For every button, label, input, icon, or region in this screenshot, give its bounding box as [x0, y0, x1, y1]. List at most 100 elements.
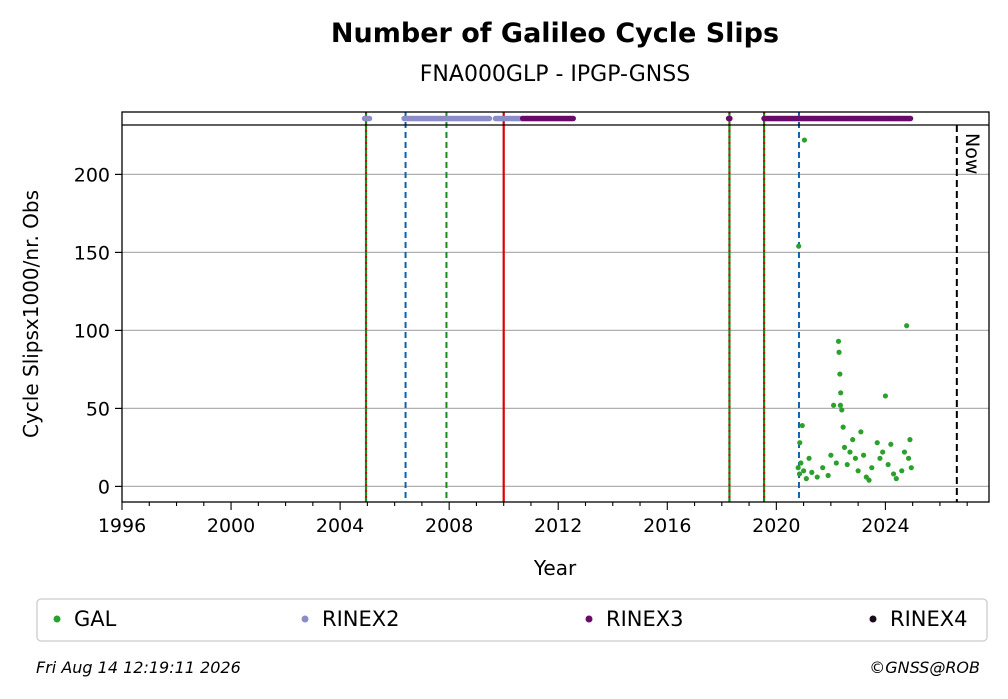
- gal-point-15: [830, 402, 837, 408]
- gal-point-31: [860, 452, 867, 458]
- gal-point-36: [877, 455, 883, 461]
- gal-point-27: [850, 437, 856, 443]
- rinex-segment-2-1: [725, 115, 733, 122]
- rinex-segment-1-2: [492, 115, 525, 122]
- x-tick-label-5: 2016: [643, 515, 691, 537]
- rinex-dot: [486, 115, 493, 122]
- gal-point-3: [801, 137, 808, 143]
- footer-timestamp: Fri Aug 14 12:19:11 2026: [36, 658, 241, 677]
- rinex-dot: [727, 115, 733, 122]
- rinex-segment-1-1: [401, 115, 493, 122]
- x-tick-label-4: 2012: [534, 515, 582, 537]
- gal-point-40: [888, 441, 894, 447]
- gal-point-6: [798, 460, 804, 466]
- gridlines: [122, 173, 989, 487]
- legend-item-1: RINEX2: [301, 607, 400, 631]
- gal-point-17: [835, 338, 842, 344]
- gal-point-14: [828, 452, 834, 458]
- gal-point-38: [882, 393, 888, 399]
- gal-point-16: [833, 460, 839, 466]
- gal-point-44: [901, 449, 908, 455]
- gal-point-2: [799, 422, 805, 429]
- legend-item-0: GAL: [53, 607, 117, 631]
- rinex-dot: [570, 115, 576, 122]
- gal-point-46: [905, 455, 912, 461]
- rinex-segment-1-0: [361, 115, 373, 122]
- x-tick-label-2: 2004: [316, 515, 364, 537]
- legend-label-2: RINEX3: [606, 607, 684, 631]
- legend-marker-1: [301, 615, 309, 623]
- gal-point-19: [837, 371, 843, 377]
- y-axis-ticks: 0 50 100 150 200: [74, 164, 122, 498]
- legend-label-0: GAL: [74, 607, 117, 631]
- rinex-segment-2-2: [761, 115, 914, 122]
- gal-point-42: [893, 476, 899, 482]
- y-tick-label-2: 100: [74, 320, 110, 342]
- gal-point-33: [866, 477, 872, 483]
- gal-point-23: [841, 444, 848, 450]
- gal-point-35: [874, 440, 880, 446]
- gal-point-20: [838, 390, 844, 396]
- gal-point-24: [837, 402, 844, 408]
- gal-point-34: [869, 465, 875, 471]
- y-tick-label-3: 150: [74, 242, 110, 264]
- rinex-dot: [907, 115, 914, 122]
- gal-point-30: [858, 429, 864, 435]
- gal-point-18: [836, 349, 842, 355]
- event-lines: [364, 112, 800, 502]
- x-axis-label: Year: [533, 556, 577, 580]
- legend-item-3: RINEX4: [869, 607, 968, 631]
- gal-point-41: [890, 471, 897, 477]
- gal-point-7: [801, 468, 807, 474]
- legend-item-2: RINEX3: [585, 607, 684, 631]
- gal-point-21: [839, 407, 845, 413]
- rinex-dot: [366, 115, 373, 122]
- x-axis-ticks: 1996 2000 2004 2008 2012 2016 2020 2024: [98, 502, 968, 537]
- gal-point-47: [907, 437, 913, 443]
- gal-point-29: [855, 468, 861, 474]
- legend-box: [36, 598, 988, 642]
- gal-point-8: [803, 476, 809, 482]
- y-tick-label-0: 0: [98, 476, 110, 498]
- y-tick-label-4: 200: [74, 164, 110, 186]
- gal-point-13: [825, 472, 831, 479]
- gal-point-5: [796, 471, 803, 477]
- x-tick-label-1: 2000: [207, 515, 255, 537]
- legend-label-1: RINEX2: [322, 607, 400, 631]
- gal-point-12: [820, 465, 826, 471]
- gal-point-43: [899, 468, 905, 474]
- y-axis-label: Cycle Slipsx1000/nr. Obs: [19, 190, 43, 438]
- gal-point-37: [880, 449, 886, 455]
- legend-marker-2: [585, 615, 593, 623]
- gal-point-4: [795, 465, 801, 471]
- gal-point-9: [806, 455, 812, 461]
- legend-marker-3: [869, 615, 877, 623]
- gal-point-26: [847, 449, 853, 455]
- chart-subtitle: FNA000GLP - IPGP-GNSS: [420, 62, 690, 87]
- footer-copyright: ©GNSS@ROB: [869, 658, 980, 677]
- gal-point-0: [796, 243, 802, 249]
- gal-point-28: [852, 455, 859, 461]
- x-tick-label-0: 1996: [98, 515, 146, 537]
- gal-point-25: [844, 461, 850, 468]
- rinex-segment-2-0: [519, 115, 576, 122]
- gal-point-11: [814, 474, 820, 480]
- x-tick-label-6: 2020: [752, 515, 800, 537]
- gal-point-1: [797, 440, 803, 446]
- legend: GAL RINEX2 RINEX3 RINEX4: [53, 607, 968, 631]
- rinex-strip: [361, 115, 914, 122]
- gal-point-48: [908, 465, 914, 471]
- gal-point-22: [840, 424, 846, 430]
- gal-point-45: [904, 323, 910, 329]
- x-tick-label-7: 2024: [861, 515, 909, 537]
- gal-point-10: [809, 469, 815, 475]
- gal-points: [795, 137, 914, 483]
- y-tick-label-1: 50: [86, 398, 110, 420]
- x-tick-label-3: 2008: [425, 515, 473, 537]
- gal-point-39: [885, 461, 891, 468]
- legend-marker-0: [53, 615, 61, 623]
- chart-title: Number of Galileo Cycle Slips: [331, 18, 779, 49]
- legend-label-3: RINEX4: [890, 607, 968, 631]
- now-marker: Now: [955, 125, 983, 502]
